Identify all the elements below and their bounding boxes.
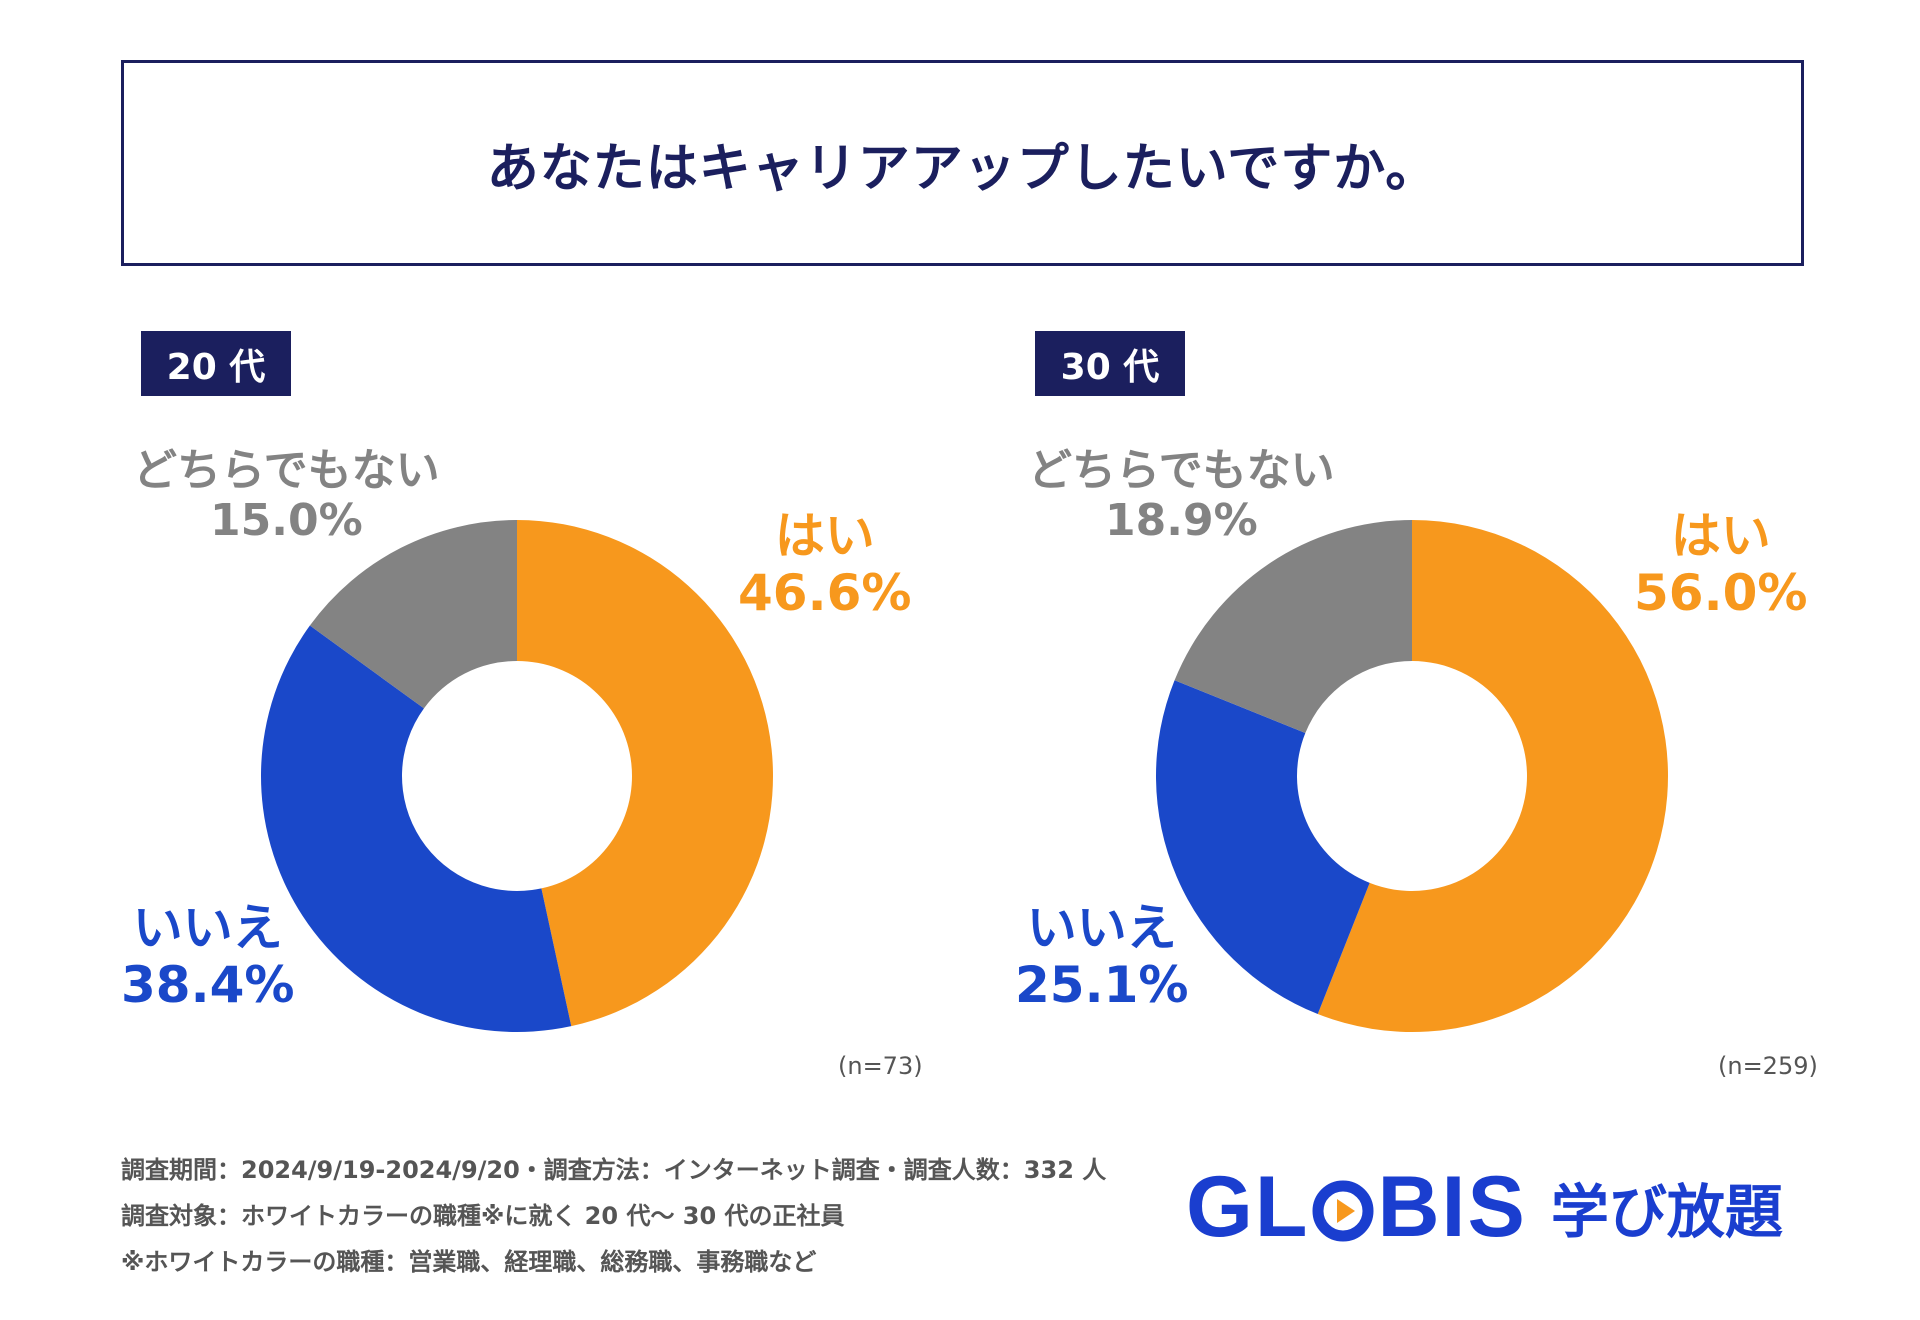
donut-slice-yes: [517, 520, 773, 1027]
slice-label-yes-20s: はい 46.6%: [738, 508, 911, 622]
title-box: あなたはキャリアアップしたいですか。: [121, 60, 1804, 266]
globis-logo: GL BIS 学び放題: [1186, 1164, 1783, 1250]
slice-value: 25.1%: [1015, 956, 1189, 1014]
slice-name: どちらでもない: [133, 445, 440, 496]
slice-name: いいえ: [132, 899, 283, 957]
slice-label-yes-30s: はい 56.0%: [1634, 508, 1807, 622]
slice-label-no-30s: いいえ 25.1%: [1015, 900, 1188, 1014]
slice-name: はい: [1670, 507, 1771, 565]
donut-chart-20s: [261, 520, 773, 1032]
slice-name: いいえ: [1026, 899, 1177, 957]
donut-slice-no: [261, 625, 572, 1032]
footnote-survey-period: 調査期間：2024/9/19-2024/9/20・調査方法：インターネット調査・…: [121, 1156, 1107, 1184]
chart-title: あなたはキャリアアップしたいですか。: [486, 138, 1439, 199]
donut-slice-neutral: [309, 520, 517, 709]
donut-slice-no: [1156, 680, 1370, 1015]
footnote-survey-target: 調査対象：ホワイトカラーの職種※に就く 20 代〜 30 代の正社員: [121, 1202, 845, 1230]
slice-value: 56.0%: [1634, 564, 1808, 622]
sample-size-30s: (n=259): [1718, 1052, 1818, 1080]
slice-name: はい: [774, 507, 875, 565]
logo-brand: GL BIS: [1186, 1159, 1527, 1255]
slice-name: どちらでもない: [1028, 445, 1335, 496]
slice-value: 46.6%: [738, 564, 912, 622]
slice-label-neutral-20s: どちらでもない 15.0%: [133, 445, 440, 547]
slice-label-no-20s: いいえ 38.4%: [121, 900, 294, 1014]
slice-value: 38.4%: [121, 956, 295, 1014]
slice-label-neutral-30s: どちらでもない 18.9%: [1028, 445, 1335, 547]
footnote-job-types: ※ホワイトカラーの職種：営業職、経理職、総務職、事務職など: [121, 1248, 817, 1276]
age-label-30s: 30 代: [1035, 331, 1185, 396]
age-label-20s: 20 代: [141, 331, 291, 396]
donut-chart-30s: [1156, 520, 1668, 1032]
sample-size-20s: (n=73): [838, 1052, 923, 1080]
slice-value: 15.0%: [210, 495, 363, 547]
donut-slice-yes: [1317, 520, 1668, 1032]
play-icon: [1312, 1170, 1374, 1242]
donut-slice-neutral: [1174, 520, 1412, 733]
logo-sub: 学び放題: [1550, 1178, 1783, 1246]
slice-value: 18.9%: [1105, 495, 1258, 547]
